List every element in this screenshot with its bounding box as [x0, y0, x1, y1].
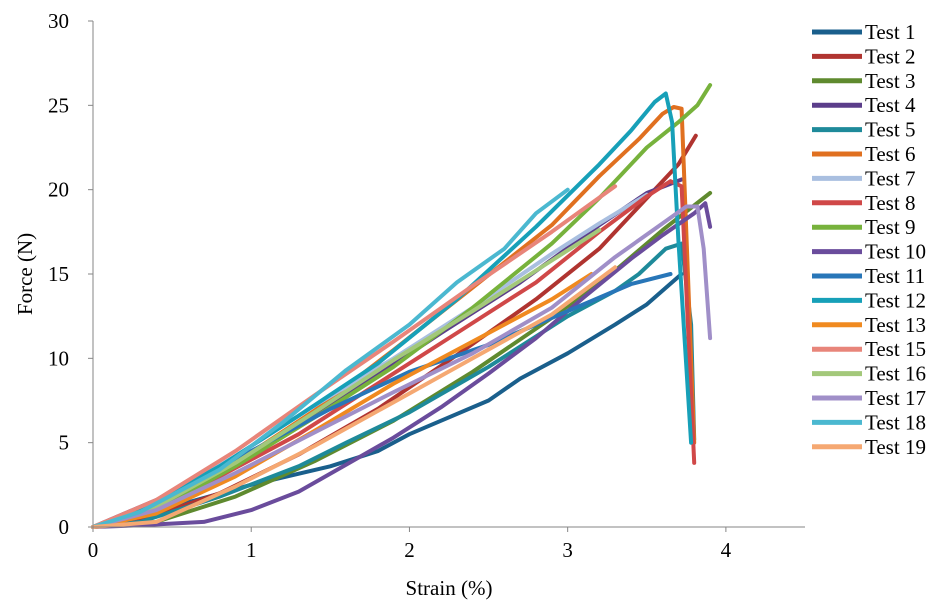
legend-label: Test 15	[865, 337, 926, 361]
x-tick-label: 0	[88, 538, 99, 562]
legend-label: Test 19	[865, 435, 926, 459]
x-axis-label: Strain (%)	[406, 576, 493, 600]
y-ticks: 0 5 10 15 20 25 30	[48, 9, 93, 539]
legend-label: Test 1	[865, 20, 915, 44]
legend-label: Test 11	[865, 264, 925, 288]
legend-label: Test 6	[865, 142, 915, 166]
legend-label: Test 9	[865, 215, 915, 239]
series-line-6	[91, 105, 697, 529]
series-line-7	[91, 192, 649, 529]
x-tick-label: 4	[721, 538, 732, 562]
series-line-16	[91, 204, 713, 529]
legend-label: Test 10	[865, 240, 926, 264]
axes	[92, 21, 805, 528]
y-tick-label: 10	[48, 346, 69, 370]
series-line-3	[91, 191, 713, 529]
series-line-8	[91, 179, 697, 529]
legend-label: Test 3	[865, 69, 915, 93]
legend-item: Test 8	[812, 191, 915, 215]
series-line-15	[91, 228, 602, 529]
plot-lines	[91, 83, 713, 529]
legend-label: Test 16	[865, 362, 926, 386]
legend-item: Test 17	[812, 386, 926, 410]
legend-item: Test 7	[812, 166, 915, 190]
series-line-9	[91, 83, 713, 529]
series-line-13	[91, 272, 594, 529]
legend-label: Test 17	[865, 386, 926, 410]
y-tick-label: 15	[48, 262, 69, 286]
legend-label: Test 2	[865, 44, 915, 68]
series-line-12	[91, 91, 694, 529]
y-axis-label: Force (N)	[13, 233, 37, 315]
legend-item: Test 15	[812, 337, 926, 361]
legend-label: Test 5	[865, 118, 915, 142]
y-tick-label: 25	[48, 93, 69, 117]
legend-item: Test 13	[812, 313, 926, 337]
legend-item: Test 2	[812, 44, 915, 68]
legend-item: Test 6	[812, 142, 915, 166]
x-tick-label: 1	[246, 538, 257, 562]
legend-item: Test 12	[812, 288, 926, 312]
y-tick-label: 30	[48, 9, 69, 33]
legend-item: Test 18	[812, 410, 926, 434]
legend-label: Test 7	[865, 166, 915, 190]
series-line-18	[91, 265, 618, 529]
legend-item: Test 5	[812, 118, 915, 142]
legend-label: Test 13	[865, 313, 926, 337]
series-line-17	[91, 187, 570, 529]
legend-item: Test 3	[812, 69, 915, 93]
legend-item: Test 4	[812, 93, 916, 117]
legend-item: Test 11	[812, 264, 925, 288]
series-line-14	[91, 184, 618, 529]
series-line-10	[91, 201, 713, 529]
legend-label: Test 8	[865, 191, 915, 215]
x-ticks: 0 1 2 3 4	[88, 527, 732, 562]
legend-item: Test 1	[812, 20, 915, 44]
legend-label: Test 18	[865, 410, 926, 434]
legend-item: Test 19	[812, 435, 926, 459]
y-tick-label: 20	[48, 178, 69, 202]
x-tick-label: 3	[562, 538, 573, 562]
legend-item: Test 10	[812, 240, 926, 264]
legend-label: Test 4	[865, 93, 916, 117]
y-tick-label: 0	[59, 515, 70, 539]
x-tick-label: 2	[404, 538, 415, 562]
y-tick-label: 5	[59, 431, 70, 455]
legend-item: Test 16	[812, 362, 926, 386]
legend-item: Test 9	[812, 215, 915, 239]
legend-label: Test 12	[865, 288, 926, 312]
